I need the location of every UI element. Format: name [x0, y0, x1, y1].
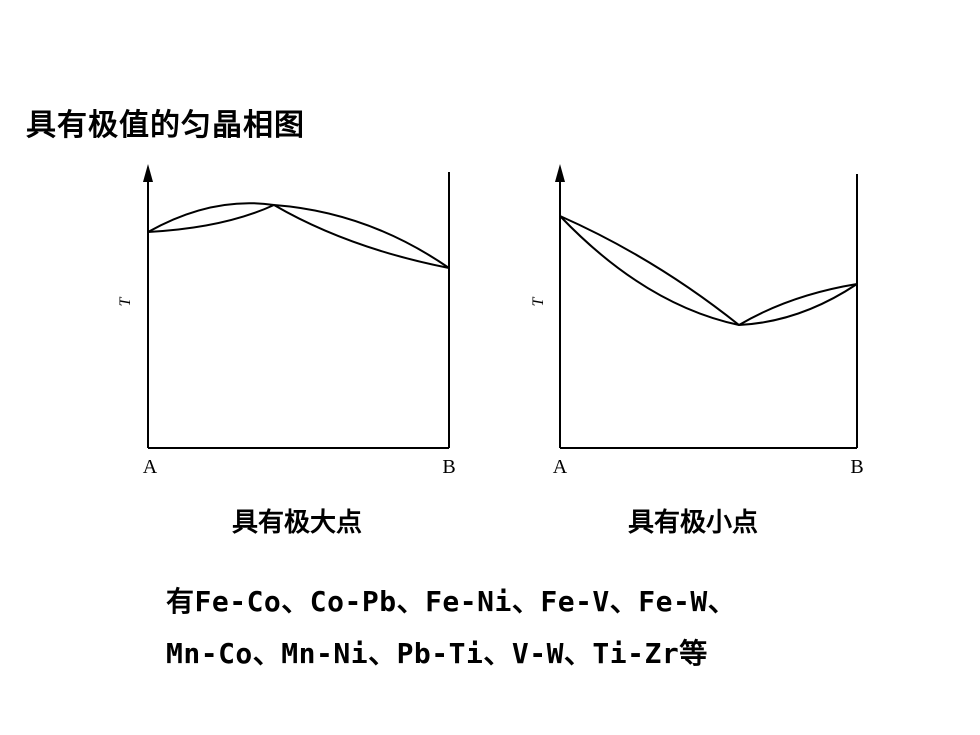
y-axis-arrow-icon: [143, 164, 153, 182]
component-a-label: A: [553, 456, 568, 478]
examples-line-2: Mn-Co、Mn-Ni、Pb-Ti、V-W、Ti-Zr等: [166, 637, 708, 670]
y-axis-label: T: [530, 296, 547, 306]
liquidus-curve: [559, 215, 858, 327]
page-title: 具有极值的匀晶相图: [26, 108, 305, 143]
component-a-label: A: [143, 456, 158, 478]
caption-maximum: 具有极大点: [232, 508, 363, 538]
solidus-curve: [559, 215, 858, 327]
component-b-label: B: [850, 456, 863, 478]
y-axis-arrow-icon: [555, 164, 565, 182]
examples-line-1: 有Fe-Co、Co-Pb、Fe-Ni、Fe-V、Fe-W、: [166, 585, 737, 618]
component-b-label: B: [442, 456, 455, 478]
caption-minimum: 具有极小点: [628, 508, 759, 538]
phase-diagram-minimum: T A B: [530, 164, 864, 478]
solidus-curve: [147, 203, 450, 269]
phase-diagram-maximum: T A B: [117, 164, 456, 478]
y-axis-label: T: [117, 296, 134, 306]
